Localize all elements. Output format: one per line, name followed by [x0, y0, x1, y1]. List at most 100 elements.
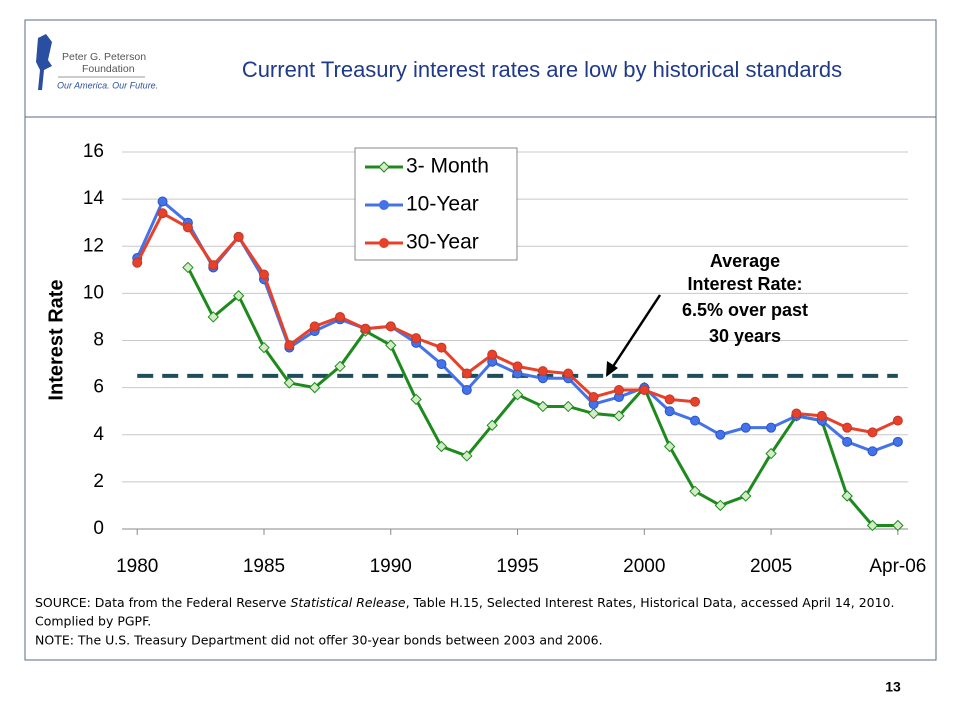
logo-name: Peter G. Peterson [62, 51, 146, 63]
point [233, 231, 244, 242]
point [335, 311, 346, 322]
series-line [135, 199, 899, 453]
point [410, 393, 422, 406]
point [461, 368, 472, 379]
legend-marker [379, 238, 389, 248]
point [690, 396, 701, 407]
point [385, 321, 396, 332]
point [208, 260, 219, 271]
note-part: Statistical Release [290, 595, 405, 610]
point [841, 490, 853, 502]
annotation-line: 30 years [709, 326, 781, 346]
y-tick-label: 12 [83, 235, 104, 256]
plot: 0 2 4 6 8 10 12 14 16 1980 1985 1990 1995 2000 2005 Apr… [83, 141, 927, 577]
point [588, 392, 599, 403]
x-tick-label: 1995 [496, 556, 538, 577]
point [461, 384, 472, 395]
logo-tagline: Our America. Our Future. [57, 80, 158, 90]
point [842, 422, 853, 433]
slide-title: Current Treasury interest rates are low … [242, 57, 842, 82]
point [664, 406, 675, 417]
logo-name: Foundation [82, 63, 135, 75]
point [537, 366, 548, 377]
point [435, 440, 448, 453]
point [587, 407, 600, 420]
point [791, 408, 802, 419]
point [258, 341, 270, 354]
point [308, 381, 321, 394]
point [132, 257, 143, 268]
logo-icon [36, 34, 52, 90]
point [663, 440, 676, 453]
point [613, 410, 625, 422]
source-note: Complied by PGPF. [35, 614, 151, 629]
x-tick-label: 1985 [243, 556, 285, 577]
point [157, 196, 168, 207]
point [892, 415, 903, 426]
point [486, 419, 498, 432]
point [258, 269, 269, 280]
annotation-line: 6.5% over past [682, 300, 808, 320]
source-note: SOURCE: Data from the Federal Reserve St… [35, 595, 895, 610]
point [157, 208, 168, 219]
point [411, 333, 422, 344]
y-tick-label: 8 [93, 330, 104, 351]
point [562, 400, 574, 413]
point [283, 377, 296, 389]
x-tick-label: 2005 [750, 556, 792, 577]
point [892, 436, 903, 447]
point [207, 311, 219, 323]
point [714, 499, 727, 512]
point [765, 447, 777, 460]
x-tick-label: Apr-06 [869, 556, 926, 577]
point [689, 485, 701, 498]
page-number: 13 [885, 679, 901, 695]
note-part: , Table H.15, Selected Interest Rates, H… [406, 595, 895, 610]
legend-label: 30-Year [406, 231, 479, 254]
point [867, 427, 878, 438]
annotation-line: Average [710, 251, 780, 271]
point [182, 222, 193, 233]
point [740, 490, 752, 502]
point [436, 342, 447, 353]
note-part: SOURCE: Data from the Federal Reserve [35, 595, 290, 610]
y-tick-label: 6 [93, 377, 104, 398]
point [360, 323, 371, 334]
legend-label: 3- Month [406, 155, 489, 178]
y-tick-label: 4 [93, 424, 104, 445]
logo: Peter G. Peterson Foundation Our America… [36, 34, 158, 90]
point [436, 359, 447, 370]
legend-marker [378, 161, 390, 173]
point [892, 519, 904, 532]
annotation: Average Interest Rate: 6.5% over past 30… [682, 251, 808, 346]
annotation-arrow [610, 294, 662, 369]
legend-marker [379, 200, 389, 210]
x-tick-label: 2000 [623, 556, 665, 577]
point [511, 388, 524, 401]
legend-label: 10-Year [406, 193, 479, 216]
point [842, 436, 853, 447]
y-tick-label: 0 [93, 518, 104, 539]
point [461, 450, 473, 462]
content-box [24, 116, 937, 661]
point [512, 361, 523, 372]
point [715, 429, 726, 440]
legend: 3- Month 10-Year 30-Year [365, 155, 489, 254]
point [334, 360, 346, 373]
point [232, 290, 245, 302]
x-tick-label: 1990 [370, 556, 412, 577]
y-tick-label: 16 [83, 141, 104, 162]
point [740, 422, 751, 433]
point [182, 261, 194, 274]
point [664, 394, 675, 405]
point [866, 519, 879, 532]
y-tick-label: 10 [83, 282, 104, 303]
point [563, 368, 574, 379]
point [766, 422, 777, 433]
arrow-head [606, 361, 618, 377]
point [385, 339, 397, 351]
y-tick-label: 14 [83, 188, 105, 209]
point [309, 321, 320, 332]
note: NOTE: The U.S. Treasury Department did n… [35, 633, 603, 648]
